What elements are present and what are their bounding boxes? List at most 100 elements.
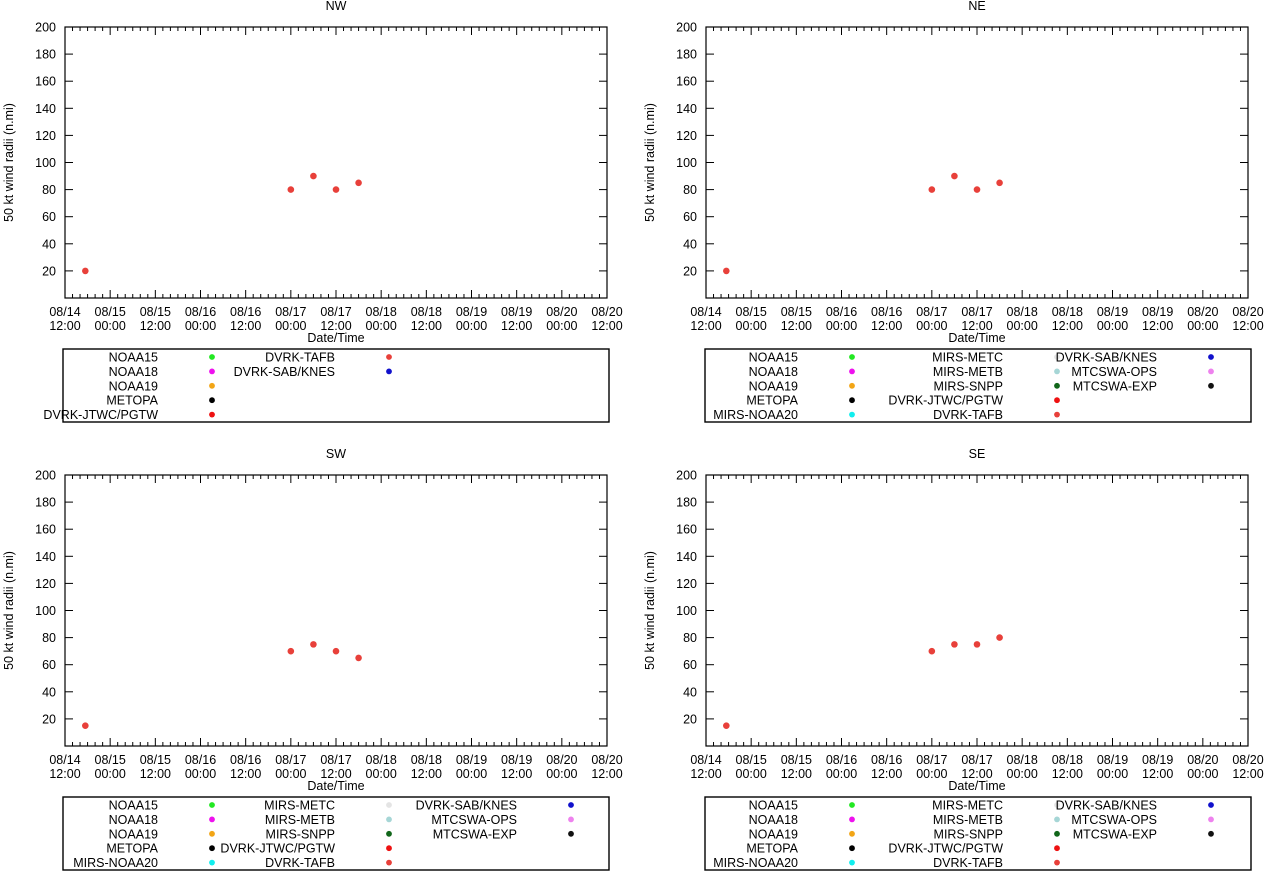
legend-label: NOAA18	[109, 365, 158, 379]
x-tick-label-date: 08/19	[456, 753, 487, 767]
x-tick-label-time: 12:00	[320, 767, 351, 781]
legend-marker	[849, 397, 855, 404]
legend-box	[62, 348, 610, 423]
data-point	[996, 634, 1003, 641]
chart-title: NE	[968, 0, 985, 13]
y-tick-label: 40	[683, 237, 697, 251]
y-tick-label: 80	[683, 631, 697, 645]
x-axis-title: Date/Time	[307, 779, 364, 793]
x-tick-label-time: 12:00	[1142, 767, 1173, 781]
x-tick-label-date: 08/15	[95, 753, 126, 767]
legend-marker	[209, 859, 215, 866]
legend-marker	[1054, 816, 1060, 823]
y-tick-label: 80	[42, 631, 56, 645]
legend-marker	[568, 802, 574, 808]
y-tick-label: 120	[676, 129, 697, 143]
y-tick-label: 160	[35, 523, 56, 537]
x-tick-label-time: 00:00	[1187, 767, 1218, 781]
legend-label: MIRS-METB	[933, 365, 1003, 379]
x-tick-label-time: 00:00	[185, 319, 216, 333]
y-tick-label: 100	[35, 604, 56, 618]
legend-marker	[568, 830, 574, 837]
legend-marker	[849, 859, 855, 866]
y-tick-label: 40	[42, 685, 56, 699]
legend-label: NOAA15	[749, 351, 798, 365]
y-tick-label: 80	[42, 183, 56, 197]
x-tick-label-date: 08/17	[916, 753, 947, 767]
x-axis-title: Date/Time	[307, 331, 364, 345]
x-tick-label-date: 08/19	[456, 305, 487, 319]
x-tick-label-time: 00:00	[826, 767, 857, 781]
x-tick-label-time: 12:00	[411, 767, 442, 781]
legend-label: DVRK-JTWC/PGTW	[888, 394, 1003, 408]
legend-marker	[209, 802, 215, 808]
legend-marker	[849, 368, 855, 375]
x-tick-label-date: 08/20	[1187, 305, 1218, 319]
legend-marker	[849, 816, 855, 823]
x-tick-label-date: 08/19	[1097, 753, 1128, 767]
x-tick-label-time: 00:00	[95, 319, 126, 333]
legend-label: DVRK-SAB/KNES	[1056, 799, 1157, 813]
legend-label: MIRS-SNPP	[934, 827, 1003, 841]
data-point	[82, 267, 89, 275]
y-tick-label: 120	[35, 577, 56, 591]
data-point	[928, 186, 936, 193]
x-tick-label-date: 08/18	[1052, 753, 1083, 767]
x-tick-label-date: 08/16	[826, 753, 857, 767]
x-tick-label-time: 00:00	[185, 767, 216, 781]
x-tick-label-time: 00:00	[1007, 767, 1038, 781]
x-tick-label-date: 08/18	[411, 305, 442, 319]
x-tick-label-time: 12:00	[690, 767, 721, 781]
y-tick-label: 60	[683, 658, 697, 672]
y-tick-label: 140	[676, 102, 697, 116]
x-tick-label-time: 12:00	[230, 319, 261, 333]
legend-marker	[386, 830, 392, 837]
data-point	[723, 267, 730, 275]
x-tick-label-time: 12:00	[320, 319, 351, 333]
legend-box	[62, 796, 610, 871]
legend-marker	[849, 830, 855, 837]
legend-marker	[849, 354, 855, 360]
x-tick-label-time: 12:00	[501, 767, 532, 781]
x-tick-label-time: 00:00	[456, 767, 487, 781]
x-tick-label-date: 08/15	[736, 305, 767, 319]
data-point	[355, 654, 362, 662]
y-tick-label: 100	[35, 156, 56, 170]
data-point	[973, 186, 981, 193]
legend-label: NOAA15	[749, 799, 798, 813]
x-tick-label-time: 00:00	[736, 767, 767, 781]
legend-label: MIRS-NOAA20	[713, 856, 798, 870]
legend-label: NOAA15	[109, 799, 158, 813]
legend-marker	[209, 354, 215, 360]
x-tick-label-time: 12:00	[230, 767, 261, 781]
legend-label: MIRS-METC	[932, 799, 1003, 813]
data-point	[723, 722, 730, 729]
x-tick-label-time: 00:00	[366, 767, 397, 781]
y-tick-label: 200	[35, 21, 56, 35]
legend-marker	[1208, 382, 1214, 389]
x-axis-title: Date/Time	[948, 331, 1005, 345]
legend-marker	[209, 397, 215, 404]
legend-marker	[209, 830, 215, 837]
legend-marker	[209, 411, 215, 418]
legend-label: DVRK-SAB/KNES	[416, 799, 517, 813]
chart-title: SE	[969, 447, 986, 461]
data-point	[332, 186, 340, 193]
plot-frame	[64, 474, 608, 747]
x-tick-label-date: 08/14	[690, 305, 721, 319]
x-tick-label-date: 08/16	[871, 305, 902, 319]
data-point	[287, 647, 295, 655]
legend-marker	[209, 845, 215, 852]
plot-frame	[705, 474, 1249, 747]
x-tick-label-date: 08/14	[49, 753, 80, 767]
legend-marker	[1054, 397, 1060, 404]
legend-label: NOAA19	[109, 379, 158, 393]
y-tick-label: 100	[676, 604, 697, 618]
data-point	[310, 641, 317, 648]
legend-label: MTCSWA-OPS	[1071, 365, 1157, 379]
data-point	[928, 647, 936, 655]
x-tick-label-time: 12:00	[871, 319, 902, 333]
legend-marker	[568, 816, 574, 823]
y-axis-title: 50 kt wind radii (n.mi)	[643, 551, 657, 670]
